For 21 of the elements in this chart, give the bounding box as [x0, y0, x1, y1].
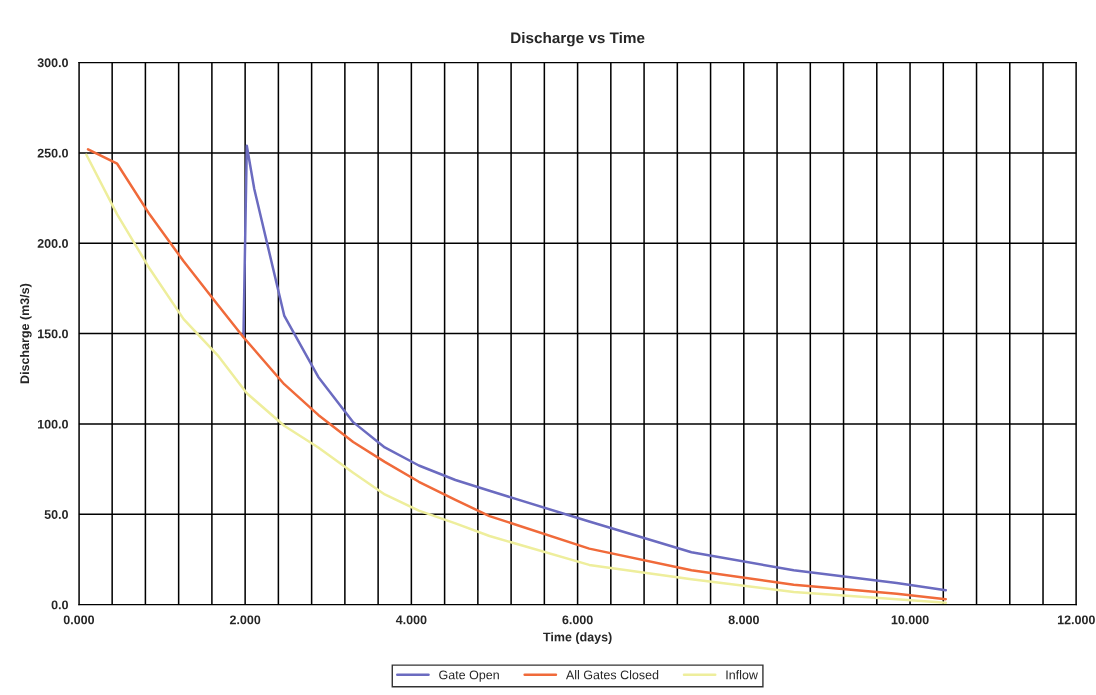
y-tick-label: 0.0	[51, 600, 68, 610]
line-series	[242, 144, 948, 592]
legend-label: Gate Open	[439, 670, 499, 682]
y-tick-label: 300.0	[37, 58, 68, 68]
chart-title: Discharge vs Time	[511, 32, 645, 47]
x-tick-label: 4.000	[395, 615, 427, 625]
x-tick-label: 2.000	[229, 615, 261, 625]
y-tick-label: 50.0	[44, 510, 68, 519]
x-tick-label: 6.000	[562, 615, 593, 625]
x-tick-label: 10.000	[891, 615, 929, 625]
legend-label: All Gates Closed	[565, 670, 659, 680]
x-tick-label: 0.000	[63, 615, 95, 625]
y-tick-label: 150.0	[38, 329, 68, 339]
x-tick-label: 12.000	[1057, 615, 1095, 625]
y-axis-title: Discharge (m3/s)	[19, 283, 32, 384]
x-axis-title: Time (days)	[543, 632, 612, 644]
x-tick-label: 8.000	[728, 615, 759, 625]
legend-label: Inflow	[726, 670, 758, 680]
y-tick-label: 250.0	[37, 148, 68, 158]
y-tick-label: 200.0	[37, 239, 68, 248]
y-tick-label: 100.0	[38, 419, 68, 429]
